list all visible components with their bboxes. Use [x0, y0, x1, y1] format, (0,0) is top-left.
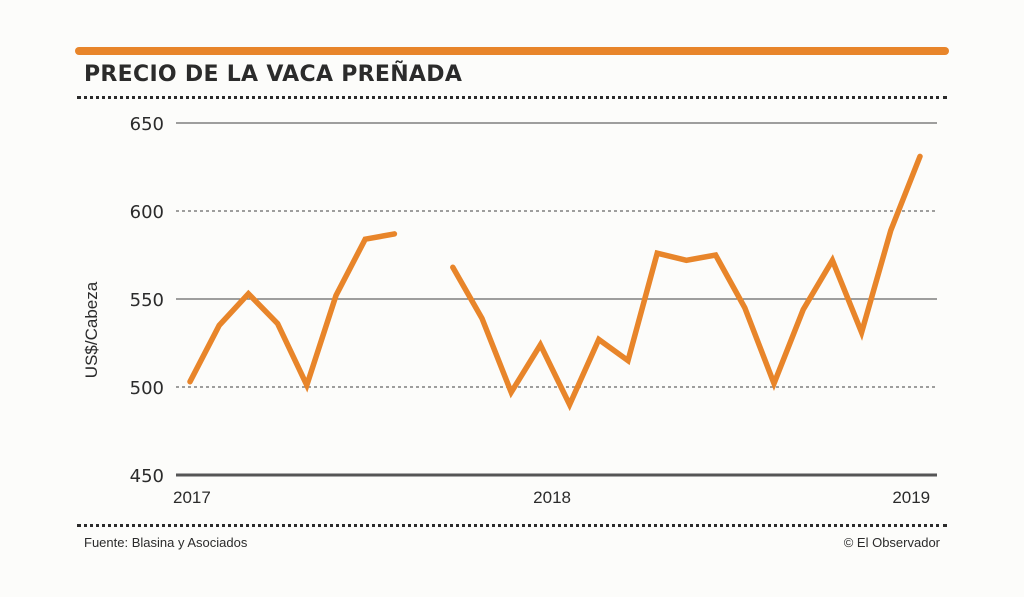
x-tick-label: 2018	[533, 488, 571, 507]
x-tick-label: 2019	[892, 488, 930, 507]
y-tick-label: 550	[130, 290, 164, 311]
source-note: Fuente: Blasina y Asociados	[84, 535, 248, 550]
copyright-note: © El Observador	[843, 535, 940, 550]
footer-divider	[77, 524, 947, 527]
y-tick-label: 450	[130, 466, 164, 487]
series-line-segment-2	[450, 153, 923, 412]
y-tick-label: 500	[130, 378, 164, 399]
x-tick-label: 2017	[173, 488, 211, 507]
top-accent-bar	[75, 47, 949, 55]
chart-title: PRECIO DE LA VACA PREÑADA	[84, 62, 463, 87]
title-divider	[77, 96, 947, 99]
y-tick-label: 650	[130, 114, 164, 135]
y-axis-label: US$/Cabeza	[82, 281, 101, 378]
y-tick-label: 600	[130, 202, 164, 223]
series-line-segment-1	[187, 231, 398, 393]
